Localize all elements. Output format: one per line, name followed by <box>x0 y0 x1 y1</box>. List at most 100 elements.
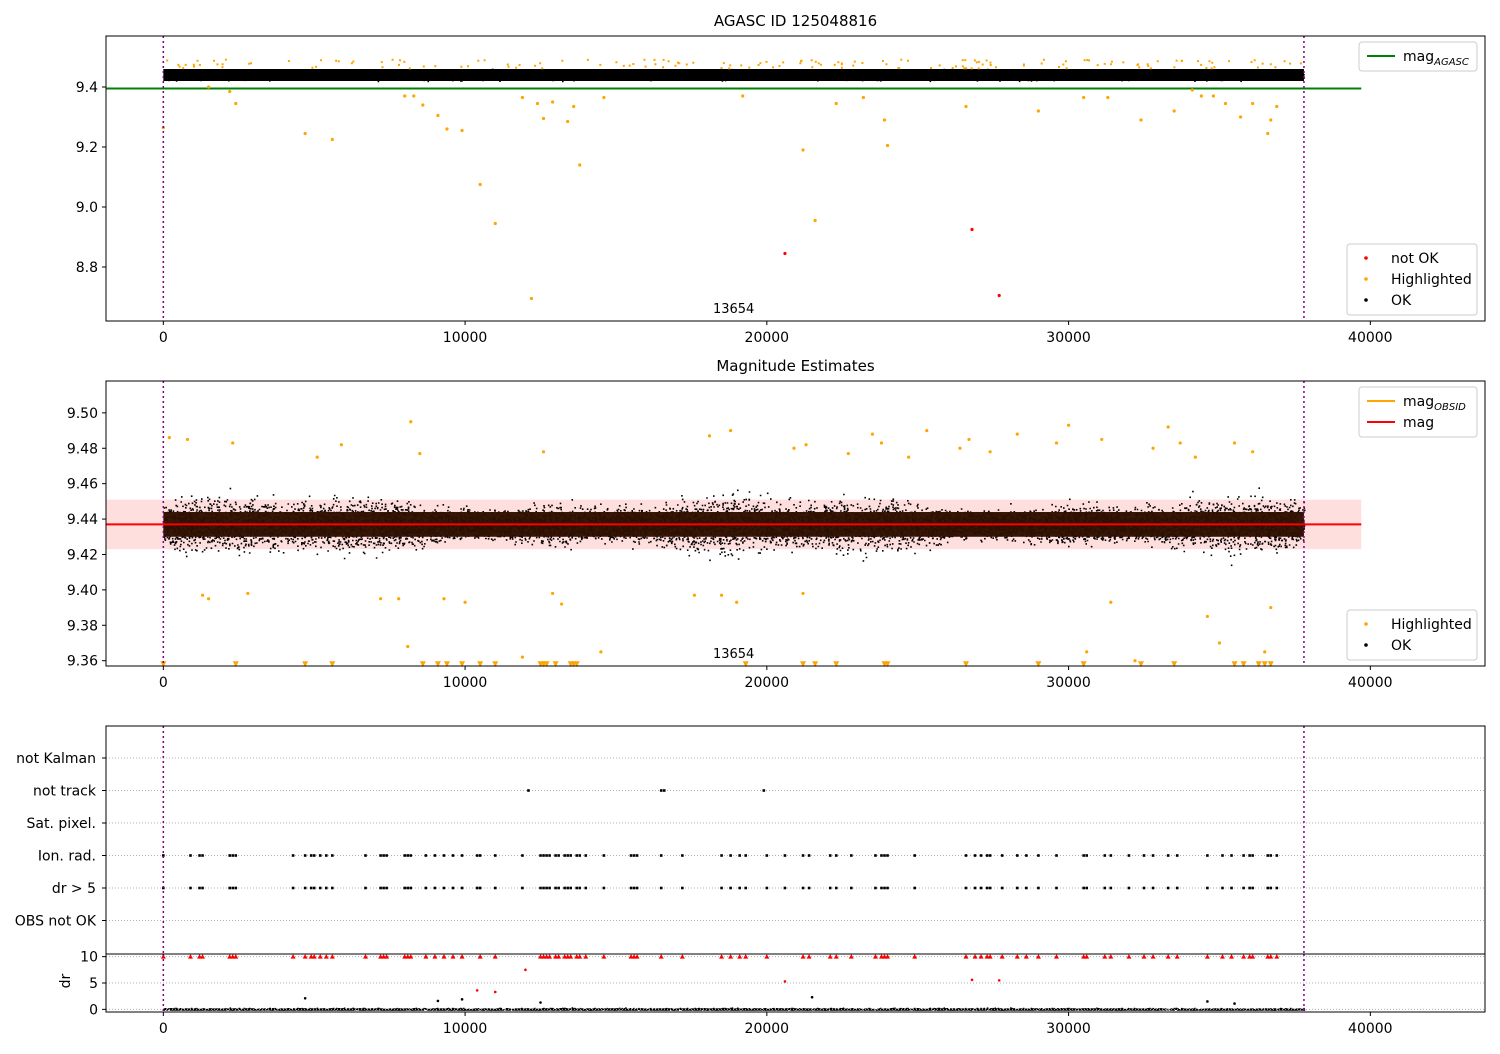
dr-clipped-marker <box>1204 954 1210 959</box>
flag-marker <box>1142 854 1146 857</box>
flag-marker <box>738 854 741 857</box>
data-point <box>692 593 697 597</box>
data-point <box>1263 650 1267 654</box>
dr-point <box>1233 1002 1236 1005</box>
dr-point <box>524 968 527 972</box>
category-label: not track <box>33 784 97 800</box>
data-point <box>443 661 450 668</box>
data-point <box>330 137 334 142</box>
data-point <box>1217 641 1222 645</box>
flag-marker <box>228 854 232 857</box>
data-point <box>964 104 968 109</box>
flag-marker <box>629 886 633 890</box>
flag-marker <box>783 886 787 890</box>
flag-marker <box>1109 886 1113 890</box>
x-tick-label: 30000 <box>1046 1021 1091 1037</box>
flag-marker <box>1251 854 1254 857</box>
flag-marker <box>403 854 407 857</box>
dr-clipped-marker <box>679 954 685 959</box>
flag-marker <box>569 886 572 890</box>
flag-marker <box>1175 886 1179 890</box>
data-point <box>445 127 449 131</box>
y-tick-label: 9.40 <box>67 583 98 599</box>
chart-title: AGASC ID 125048816 <box>714 12 877 30</box>
data-point <box>729 428 733 433</box>
data-point <box>882 118 887 122</box>
flag-marker <box>424 886 428 890</box>
flag-marker <box>575 886 579 890</box>
flag-marker <box>442 854 446 857</box>
dr-clipped-marker <box>1126 954 1132 959</box>
category-label: dr > 5 <box>52 881 96 897</box>
data-point <box>477 661 484 668</box>
x-tick-label: 0 <box>159 330 168 346</box>
dr-point <box>783 980 787 983</box>
flag-marker <box>880 854 883 857</box>
dr-points-cloud <box>163 1007 1306 1011</box>
flag-marker <box>451 854 455 857</box>
flag-marker <box>563 886 566 890</box>
data-point <box>520 655 525 659</box>
x-tick-label: 40000 <box>1348 330 1393 346</box>
dr-clipped-marker <box>719 954 725 959</box>
dr-point <box>1206 1000 1209 1003</box>
category-label: not Kalman <box>16 751 96 767</box>
data-point <box>566 119 570 124</box>
flag-marker <box>1015 854 1019 857</box>
data-point <box>315 455 319 459</box>
dr-clipped-marker <box>800 954 806 959</box>
data-point <box>861 95 865 100</box>
legend-label: OK <box>1391 293 1412 309</box>
data-point <box>1139 118 1143 122</box>
legend-box <box>1346 243 1478 316</box>
flag-marker <box>1055 886 1058 890</box>
data-point <box>1066 423 1071 427</box>
data-point <box>560 602 564 606</box>
data-point <box>1275 104 1279 109</box>
data-point <box>1231 661 1238 668</box>
legend-marker-swatch <box>1364 277 1368 281</box>
flag-marker <box>629 854 633 857</box>
data-point <box>231 441 235 445</box>
flag-marker <box>744 854 748 857</box>
flag-marker <box>1166 854 1170 857</box>
x-tick-label: 0 <box>159 1021 168 1037</box>
data-point <box>397 597 401 601</box>
dr-clipped-marker <box>999 954 1005 959</box>
flag-marker <box>493 886 497 890</box>
flag-marker <box>973 854 977 857</box>
flag-marker <box>475 854 479 857</box>
dr-clipped-marker <box>1102 954 1108 959</box>
flag-marker <box>1266 854 1270 857</box>
data-point <box>1238 115 1243 119</box>
flag-marker <box>189 886 192 890</box>
flag-marker <box>913 854 916 857</box>
flag-marker <box>681 854 684 857</box>
flag-marker <box>834 854 838 857</box>
flag-marker <box>303 854 307 857</box>
flag-marker <box>201 854 204 857</box>
data-point <box>958 446 962 450</box>
category-label: Ion. rad. <box>38 849 96 865</box>
dr-clipped-marker <box>323 954 329 959</box>
data-point <box>1171 661 1178 668</box>
dr-clipped-marker <box>408 954 414 959</box>
flag-marker <box>548 854 551 857</box>
data-point <box>925 428 929 433</box>
dr-clipped-marker <box>806 954 812 959</box>
dense-point-layer <box>163 58 1306 1011</box>
y-tick-label: 9.46 <box>67 477 98 493</box>
flag-marker <box>662 789 666 792</box>
flag-marker <box>542 854 545 857</box>
dr-clipped-marker <box>848 954 854 959</box>
flag-marker <box>850 854 853 857</box>
data-point <box>741 94 745 98</box>
legend-label: magAGASC <box>1403 49 1469 68</box>
flag-marker <box>834 886 838 890</box>
x-tick-label: 20000 <box>745 675 790 691</box>
legend-box <box>1358 41 1478 72</box>
flag-marker <box>1037 854 1040 857</box>
data-point <box>967 437 971 442</box>
flag-marker <box>385 854 388 857</box>
data-point <box>1269 605 1273 610</box>
